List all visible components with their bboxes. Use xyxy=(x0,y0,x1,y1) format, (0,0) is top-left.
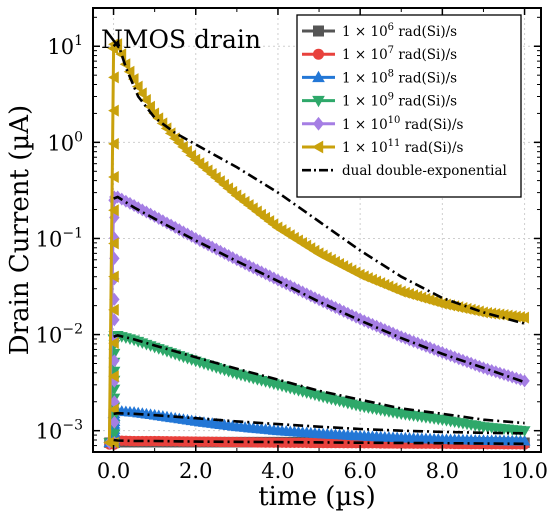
data-point xyxy=(108,104,119,117)
data-point xyxy=(108,137,119,150)
ticks: 0.0 2.0 4.0 6.0 8.0 10.0 10−3 10−2 10−1 100 101 xyxy=(36,8,548,483)
data-point xyxy=(215,244,226,258)
legend-label: 1 × 108 rad(Si)/s xyxy=(342,68,457,86)
series-6 xyxy=(112,39,526,446)
data-point xyxy=(108,38,119,51)
legend-swatch-marker xyxy=(312,95,325,108)
data-point xyxy=(127,73,139,86)
data-point xyxy=(108,171,119,184)
legend-item-6: dual double-exponential xyxy=(302,163,507,179)
legend-label: 1 × 109 rad(Si)/s xyxy=(342,92,457,110)
data-point xyxy=(223,249,234,263)
legend-item-5: 1 × 1011 rad(Si)/s xyxy=(302,138,463,156)
legend-swatch-marker xyxy=(313,48,324,60)
series-4 xyxy=(104,190,530,450)
data-point xyxy=(136,87,147,100)
chart-annotation: NMOS drain xyxy=(101,25,261,54)
legend-label: 1 × 1010 rad(Si)/s xyxy=(342,115,463,133)
data-point xyxy=(108,303,119,316)
x-tick-label: 0.0 xyxy=(97,459,130,483)
data-point xyxy=(108,337,119,350)
series-line xyxy=(107,195,526,443)
legend-label: 1 × 1011 rad(Si)/s xyxy=(342,138,463,156)
data-point xyxy=(206,240,218,254)
x-tick-label: 2.0 xyxy=(179,459,212,483)
y-tick-label: 10−3 xyxy=(36,418,83,444)
data-point xyxy=(140,94,151,107)
y-tick-label: 100 xyxy=(47,129,83,155)
legend-item-1: 1 × 107 rad(Si)/s xyxy=(302,45,457,63)
fit-line-1 xyxy=(113,411,525,435)
legend-item-2: 1 × 108 rad(Si)/s xyxy=(302,68,457,86)
legend-swatch-marker xyxy=(313,25,324,37)
legend-label: 1 × 107 rad(Si)/s xyxy=(342,45,457,63)
x-tick-label: 10.0 xyxy=(501,459,548,483)
data-point xyxy=(108,270,119,283)
legend: 1 × 106 rad(Si)/s 1 × 107 rad(Si)/s 1 × 10… xyxy=(296,14,522,198)
data-point xyxy=(109,415,120,429)
series-layer xyxy=(103,38,531,450)
legend-swatch-marker xyxy=(312,70,325,83)
data-point xyxy=(109,395,120,409)
y-tick-label: 10−2 xyxy=(36,322,83,348)
fit-line-2 xyxy=(113,334,525,425)
data-point xyxy=(131,80,143,93)
data-point xyxy=(231,253,243,267)
y-axis-label: Drain Current (µA) xyxy=(5,105,35,355)
data-point xyxy=(144,100,155,113)
legend-swatch-marker xyxy=(313,116,324,131)
data-point xyxy=(128,199,140,213)
data-point xyxy=(108,204,119,217)
y-tick-label: 10−1 xyxy=(36,225,83,251)
legend-item-3: 1 × 109 rad(Si)/s xyxy=(302,92,457,110)
data-point xyxy=(518,311,529,324)
data-point xyxy=(108,370,119,383)
fit-line-4 xyxy=(112,39,525,325)
data-point xyxy=(108,71,119,84)
plot-frame xyxy=(92,7,542,453)
x-tick-label: 4.0 xyxy=(261,459,294,483)
data-point xyxy=(108,429,121,440)
fit-line-3 xyxy=(113,195,526,384)
legend-box xyxy=(296,14,522,198)
legend-label: 1 × 106 rad(Si)/s xyxy=(342,22,457,40)
data-point xyxy=(198,236,210,250)
data-point xyxy=(108,237,119,250)
legend-swatch-marker xyxy=(311,140,324,154)
data-point xyxy=(123,65,135,78)
x-tick-label: 6.0 xyxy=(343,459,376,483)
y-tick-label: 101 xyxy=(47,33,83,59)
legend-label: dual double-exponential xyxy=(342,163,507,179)
fit-line-0 xyxy=(113,438,525,446)
x-axis-label: time (µs) xyxy=(258,482,376,512)
x-tick-label: 8.0 xyxy=(426,459,459,483)
legend-item-4: 1 × 1010 rad(Si)/s xyxy=(302,115,463,133)
data-point xyxy=(518,426,531,437)
legend-item-0: 1 × 106 rad(Si)/s xyxy=(302,22,457,40)
data-point xyxy=(519,374,530,388)
